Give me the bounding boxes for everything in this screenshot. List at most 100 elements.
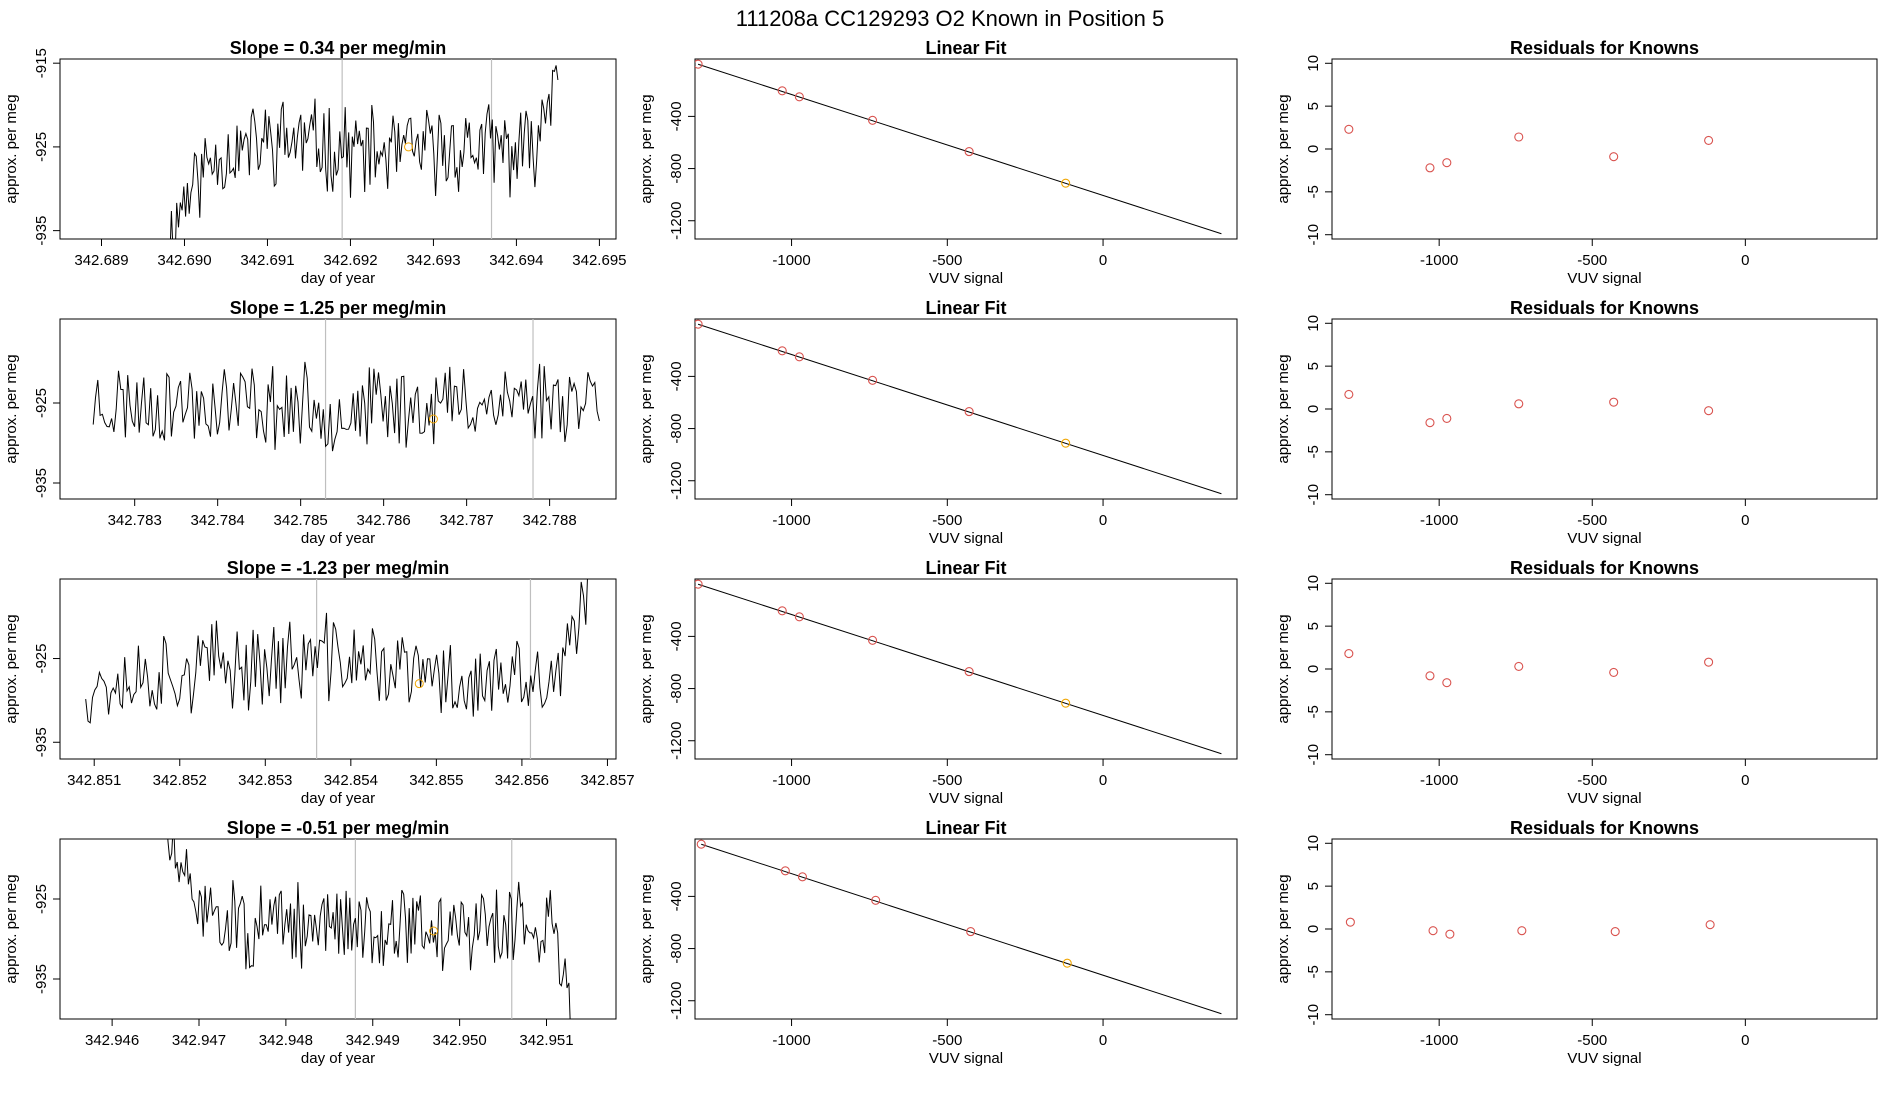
known-point	[964, 667, 974, 677]
timeseries-panel-2: Slope = -1.23 per meg/min 342.851 342.852 3…	[3, 558, 635, 807]
known-point	[696, 839, 706, 849]
y-tick-label: -925	[33, 388, 50, 418]
x-tick-label: -500	[932, 1032, 962, 1049]
plot-area	[169, 59, 559, 239]
known-point	[794, 612, 804, 622]
plot-frame	[1331, 838, 1878, 1020]
known-point	[868, 375, 878, 385]
plot-frame	[694, 838, 1238, 1020]
y-axis-label: approx. per meg	[638, 354, 655, 463]
residual-point	[1610, 927, 1620, 937]
y-axis-label: approx. per meg	[3, 874, 20, 983]
y-tick-label: -935	[33, 727, 50, 757]
plot-title: Slope = 0.34 per meg/min	[230, 38, 447, 58]
x-tick-label: 342.948	[259, 1032, 313, 1049]
y-tick-label: -935	[33, 216, 50, 246]
x-tick-label: -1000	[772, 512, 810, 529]
timeseries-panel-1: Slope = 1.25 per meg/min 342.783 342.784 34…	[3, 298, 617, 547]
x-tick-label: -500	[1577, 1032, 1607, 1049]
y-tick-label: 10	[1305, 55, 1322, 72]
y-tick-label: 10	[1305, 835, 1322, 852]
plot-title: Linear Fit	[925, 38, 1006, 58]
sample-marker	[428, 414, 438, 424]
known-point	[868, 115, 878, 125]
residual-point	[1514, 399, 1524, 409]
fit-line	[697, 323, 1222, 495]
y-tick-label: 10	[1305, 575, 1322, 592]
plot-frame	[1331, 58, 1878, 240]
x-tick-label: 342.695	[572, 252, 626, 269]
sample-point	[1062, 958, 1072, 968]
y-tick-label: -925	[33, 132, 50, 162]
x-tick-label: 342.693	[406, 252, 460, 269]
plot-frame	[59, 838, 617, 1020]
x-tick-label: 0	[1099, 1032, 1107, 1049]
x-tick-label: -500	[1577, 252, 1607, 269]
x-axis-label: day of year	[301, 790, 375, 807]
residual-point	[1428, 926, 1438, 936]
x-axis-label: VUV signal	[1567, 1050, 1641, 1067]
x-tick-label: 342.788	[522, 512, 576, 529]
known-point	[966, 927, 976, 937]
y-axis-label: approx. per meg	[638, 874, 655, 983]
fit-line	[697, 63, 1222, 235]
series-line	[169, 65, 559, 239]
known-point	[695, 579, 703, 589]
y-tick-label: 5	[1305, 362, 1322, 370]
x-axis-label: VUV signal	[929, 270, 1003, 287]
x-tick-label: -1000	[1420, 1032, 1458, 1049]
plot-title: Slope = -1.23 per meg/min	[227, 558, 450, 578]
x-tick-label: -1000	[1420, 252, 1458, 269]
residuals-panel-1: Residuals for Knowns -1000 -500 0 VUV signal…	[1275, 298, 1878, 547]
x-tick-label: 342.690	[157, 252, 211, 269]
y-tick-label: -935	[33, 468, 50, 498]
known-point	[964, 147, 974, 157]
plot-area	[1344, 389, 1714, 428]
plot-title: Linear Fit	[925, 818, 1006, 838]
x-tick-label: -1000	[1420, 772, 1458, 789]
y-tick-label: -10	[1305, 744, 1322, 766]
residual-point	[1704, 657, 1714, 667]
known-point	[780, 866, 790, 876]
x-tick-label: 342.694	[489, 252, 543, 269]
residual-point	[1704, 135, 1714, 145]
plot-area	[92, 319, 600, 499]
y-tick-label: -5	[1305, 705, 1322, 718]
y-axis-label: approx. per meg	[3, 354, 20, 463]
x-tick-label: -500	[932, 772, 962, 789]
y-tick-label: -10	[1305, 484, 1322, 506]
residual-point	[1609, 397, 1619, 407]
y-tick-label: -800	[668, 674, 685, 704]
plot-area	[695, 579, 1222, 755]
known-point	[794, 352, 804, 362]
x-tick-label: 342.852	[153, 772, 207, 789]
y-tick-label: 5	[1305, 622, 1322, 630]
x-tick-label: 342.949	[346, 1032, 400, 1049]
residual-point	[1425, 163, 1435, 173]
plot-title: Linear Fit	[925, 298, 1006, 318]
known-point	[777, 346, 787, 356]
known-point	[871, 895, 881, 905]
known-point	[964, 407, 974, 417]
plot-title: Residuals for Knowns	[1510, 558, 1699, 578]
x-tick-label: 342.787	[440, 512, 494, 529]
residual-point	[1704, 406, 1714, 416]
y-tick-label: -1200	[668, 722, 685, 760]
y-tick-label: -925	[33, 644, 50, 674]
timeseries-panel-3: Slope = -0.51 per meg/min 342.946 342.947 3…	[3, 818, 617, 1067]
x-tick-label: 0	[1741, 252, 1749, 269]
x-tick-label: 342.856	[495, 772, 549, 789]
x-axis-label: VUV signal	[1567, 790, 1641, 807]
x-axis-label: VUV signal	[929, 530, 1003, 547]
plot-frame	[59, 578, 617, 760]
residual-point	[1425, 418, 1435, 428]
residual-point	[1345, 917, 1355, 927]
linear_fit-panel-2: Linear Fit -1000 -500 0 VUV signal -400 -800 -1…	[638, 558, 1238, 807]
y-axis-label: approx. per meg	[1275, 354, 1292, 463]
residual-point	[1442, 413, 1452, 423]
known-point	[794, 92, 804, 102]
fit-line	[697, 583, 1222, 755]
x-tick-label: 342.786	[357, 512, 411, 529]
residual-point	[1442, 678, 1452, 688]
